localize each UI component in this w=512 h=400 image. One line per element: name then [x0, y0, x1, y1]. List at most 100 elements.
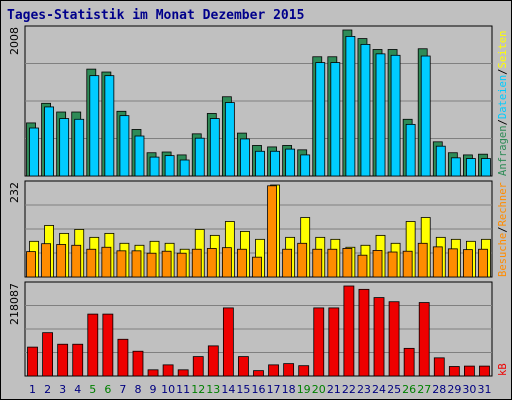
bar-dateien-day-11 — [179, 159, 190, 177]
bar-kb-day-30 — [464, 365, 475, 377]
x-tick-day-22: 22 — [342, 383, 356, 396]
bar-besuche-day-10 — [161, 250, 172, 278]
x-tick-day-20: 20 — [312, 383, 326, 396]
bar-besuche-day-28 — [432, 246, 443, 278]
bar-kb-day-31 — [479, 365, 490, 377]
bar-besuche-day-7 — [116, 250, 127, 278]
x-tick-day-28: 28 — [432, 383, 446, 396]
y-tick-label: 218087 — [8, 283, 21, 325]
bar-dateien-day-20 — [315, 62, 326, 177]
x-tick-day-9: 9 — [150, 383, 157, 396]
bar-dateien-day-12 — [194, 137, 205, 177]
x-tick-day-7: 7 — [119, 383, 126, 396]
bar-kb-day-29 — [448, 366, 460, 377]
x-tick-day-8: 8 — [134, 383, 141, 396]
x-tick-day-18: 18 — [282, 383, 296, 396]
bar-dateien-day-7 — [119, 115, 130, 177]
bar-besuche-day-31 — [478, 248, 488, 278]
bar-dateien-day-6 — [104, 75, 115, 177]
bar-besuche-day-24 — [372, 250, 383, 278]
bar-kb-day-14 — [222, 307, 234, 377]
bar-kb-day-7 — [117, 338, 129, 377]
bar-kb-day-4 — [72, 343, 84, 377]
bar-besuche-day-1 — [26, 251, 36, 278]
x-tick-day-26: 26 — [402, 383, 416, 396]
bar-besuche-day-13 — [206, 248, 217, 278]
bar-kb-day-13 — [207, 345, 219, 377]
x-tick-day-4: 4 — [74, 383, 81, 396]
x-tick-day-10: 10 — [161, 383, 175, 396]
bar-dateien-day-16 — [255, 150, 265, 177]
x-tick-day-13: 13 — [206, 383, 220, 396]
y-tick-label: 232 — [8, 182, 21, 203]
x-tick-day-27: 27 — [417, 383, 431, 396]
x-tick-day-2: 2 — [44, 383, 51, 396]
side-legend-dateien: Dateien — [497, 75, 509, 119]
x-tick-day-21: 21 — [327, 383, 341, 396]
bar-besuche-day-30 — [463, 249, 473, 278]
bar-besuche-day-23 — [357, 254, 368, 278]
x-tick-day-11: 11 — [176, 383, 190, 396]
bar-besuche-day-15 — [237, 248, 247, 278]
x-tick-day-1: 1 — [29, 383, 36, 396]
bar-kb-day-22 — [343, 285, 355, 377]
bar-besuche-day-16 — [252, 256, 262, 278]
bar-besuche-day-2 — [41, 243, 51, 278]
bar-kb-day-18 — [283, 363, 295, 377]
bar-kb-day-17 — [268, 364, 279, 377]
bar-besuche-day-3 — [56, 244, 67, 278]
bar-kb-day-21 — [328, 307, 340, 377]
bar-kb-day-3 — [57, 343, 69, 377]
bar-dateien-day-15 — [240, 138, 250, 177]
side-legend-besuche: Besuche — [497, 233, 509, 277]
bar-kb-day-25 — [388, 301, 400, 377]
bar-kb-day-11 — [177, 369, 189, 377]
bar-kb-day-19 — [298, 365, 310, 377]
x-tick-day-16: 16 — [252, 383, 266, 396]
x-tick-day-24: 24 — [372, 383, 386, 396]
bar-dateien-day-3 — [59, 118, 70, 177]
x-tick-day-31: 31 — [477, 383, 491, 396]
bar-besuche-day-14 — [221, 247, 232, 278]
bar-kb-day-20 — [313, 307, 325, 377]
bar-dateien-day-17 — [270, 150, 280, 177]
bar-dateien-day-30 — [466, 158, 476, 177]
bar-kb-day-2 — [42, 332, 53, 377]
chart-title: Tages-Statistik im Monat Dezember 2015 — [7, 8, 305, 23]
bar-kb-day-12 — [192, 356, 204, 377]
bar-besuche-day-5 — [86, 248, 97, 278]
bar-kb-day-27 — [418, 302, 430, 377]
side-legend-slash: / — [497, 69, 509, 75]
bar-kb-day-16 — [253, 370, 264, 377]
bar-dateien-day-21 — [330, 62, 341, 177]
x-tick-day-6: 6 — [104, 383, 111, 396]
bar-dateien-day-28 — [435, 145, 446, 177]
bar-kb-day-8 — [132, 350, 144, 377]
bar-besuche-day-27 — [417, 242, 428, 278]
bar-kb-day-9 — [147, 369, 159, 377]
side-legend: kB — [497, 363, 509, 376]
x-tick-day-5: 5 — [89, 383, 96, 396]
bar-dateien-day-24 — [375, 53, 386, 177]
side-legend-slash: / — [497, 119, 509, 125]
side-legend: Besuche/Rechner — [497, 182, 509, 277]
bar-besuche-day-8 — [131, 250, 142, 278]
bar-dateien-day-18 — [285, 148, 296, 177]
bar-kb-day-26 — [403, 347, 415, 377]
bar-besuche-day-17 — [267, 185, 277, 278]
bar-besuche-day-11 — [176, 252, 187, 278]
side-legend-anfragen: Anfragen — [497, 125, 509, 176]
x-tick-day-15: 15 — [236, 383, 250, 396]
bar-dateien-day-31 — [481, 158, 491, 177]
bar-kb-day-1 — [27, 346, 38, 377]
bar-dateien-day-4 — [74, 118, 85, 177]
bar-besuche-day-20 — [312, 248, 323, 278]
bar-dateien-day-5 — [89, 75, 100, 177]
x-tick-day-29: 29 — [447, 383, 461, 396]
x-tick-day-25: 25 — [387, 383, 401, 396]
side-legend-rechner: Rechner — [497, 182, 509, 226]
bar-kb-day-5 — [87, 313, 99, 377]
bar-kb-day-24 — [373, 297, 385, 377]
